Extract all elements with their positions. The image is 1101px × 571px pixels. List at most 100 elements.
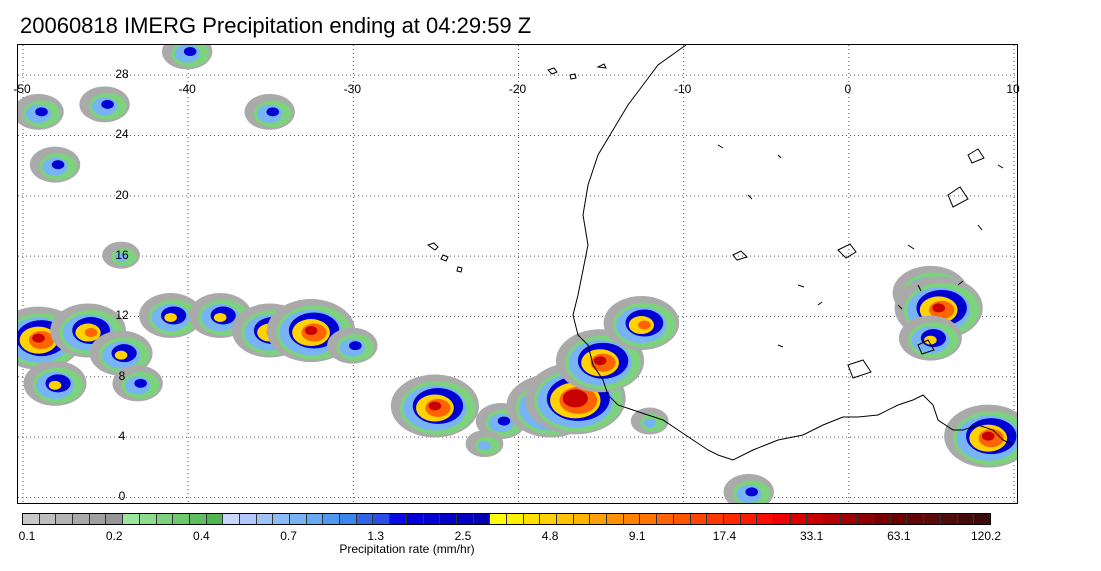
colorbar-swatch: [573, 514, 591, 524]
precip-cell: [603, 296, 680, 351]
colorbar-swatch: [707, 514, 724, 524]
latitude-tick: 28: [115, 67, 129, 82]
lake-outlines: [732, 148, 985, 379]
colorbar-label: 17.4: [712, 529, 737, 543]
colorbar-label: 63.1: [887, 529, 911, 543]
precip-contour: [478, 441, 491, 451]
precip-contour: [114, 350, 128, 360]
precipitation-colorbar: [22, 513, 991, 525]
colorbar-swatch: [740, 514, 758, 524]
colorbar-swatch: [440, 514, 457, 524]
precipitation-layer: [18, 45, 1017, 503]
colorbar-swatch: [356, 514, 374, 524]
colorbar-swatch: [139, 514, 157, 524]
precip-contour: [114, 252, 128, 262]
west-africa-coastline: [572, 45, 1014, 461]
colorbar-swatch: [673, 514, 691, 524]
precip-contour: [572, 395, 585, 405]
precip-contour: [84, 328, 98, 338]
precip-contour: [48, 380, 62, 390]
colorbar-swatch: [306, 514, 324, 524]
latitude-tick: 20: [115, 187, 129, 202]
colorbar-swatch: [757, 514, 774, 524]
colorbar-swatch: [890, 514, 908, 524]
precip-cell: [112, 365, 163, 402]
colorbar-label: 1.3: [367, 529, 385, 543]
longitude-tick: -40: [178, 82, 196, 96]
colorbar-swatch: [89, 514, 107, 524]
colorbar-swatch: [690, 514, 708, 524]
colorbar-swatch: [390, 514, 407, 524]
colorbar-swatch: [974, 514, 990, 524]
colorbar-swatch: [23, 514, 40, 524]
colorbar-label: 0.1: [18, 529, 36, 543]
precip-cell: [29, 146, 81, 183]
colorbar-label: 9.1: [628, 529, 646, 543]
colorbar-swatch: [373, 514, 391, 524]
precip-cell: [475, 403, 527, 440]
colorbar-swatch: [657, 514, 674, 524]
longitude-tick: -50: [13, 82, 31, 96]
precip-contour: [932, 303, 945, 313]
coastline-layer: [426, 45, 1014, 461]
precip-contour: [349, 341, 362, 351]
precip-cell: [161, 45, 213, 70]
precip-contour: [101, 99, 114, 109]
precip-contour: [32, 333, 45, 343]
longitude-tick: -30: [343, 82, 361, 96]
colorbar-swatch: [773, 514, 791, 524]
longitude-tick: 10: [1006, 82, 1020, 96]
colorbar-swatch: [206, 514, 224, 524]
river-network: [717, 144, 1004, 348]
colorbar-swatch: [874, 514, 891, 524]
precip-cell: [244, 93, 295, 130]
cape-verde-islands: [426, 242, 463, 273]
precip-cell: [390, 374, 480, 438]
colorbar-swatch: [857, 514, 875, 524]
precip-contour: [35, 107, 48, 117]
precip-contour: [134, 378, 147, 388]
latitude-tick: 8: [118, 368, 126, 383]
precip-cell: [18, 306, 83, 370]
colorbar-swatch: [840, 514, 858, 524]
precip-contour: [266, 107, 280, 117]
precip-cell: [102, 241, 140, 269]
latitude-tick: 0: [118, 489, 126, 503]
colorbar-swatch: [540, 514, 557, 524]
lat-lon-grid: [18, 45, 1017, 503]
precip-contour: [638, 320, 651, 330]
precip-contour: [593, 356, 607, 366]
precip-cell: [630, 407, 669, 435]
precip-contour: [304, 326, 318, 336]
colorbar-title: Precipitation rate (mm/hr): [339, 542, 475, 556]
colorbar-label: 0.7: [280, 529, 297, 543]
colorbar-swatch: [523, 514, 541, 524]
precip-cell: [89, 330, 153, 376]
colorbar-swatch: [790, 514, 808, 524]
colorbar-swatch: [423, 514, 441, 524]
map-panel: [17, 44, 1018, 504]
precip-contour: [745, 487, 759, 497]
precip-cell: [465, 430, 504, 458]
colorbar-swatch: [173, 514, 190, 524]
latitude-tick: 24: [115, 127, 129, 142]
colorbar-swatch: [907, 514, 925, 524]
colorbar-label: 4.8: [541, 529, 559, 543]
figure-title: 20060818 IMERG Precipitation ending at 0…: [20, 13, 532, 38]
colorbar-swatch: [607, 514, 624, 524]
precip-cell: [79, 86, 130, 123]
colorbar-swatch: [273, 514, 290, 524]
colorbar-swatch: [156, 514, 174, 524]
colorbar-swatch: [39, 514, 57, 524]
precip-contour: [428, 401, 442, 411]
colorbar-label: 0.4: [193, 529, 210, 543]
colorbar-swatch: [340, 514, 357, 524]
colorbar-swatch: [239, 514, 257, 524]
precip-cell: [894, 276, 983, 340]
colorbar-swatch: [256, 514, 274, 524]
colorbar-swatch: [506, 514, 524, 524]
longitude-tick: -10: [673, 82, 692, 96]
colorbar-swatch: [106, 514, 124, 524]
precip-cell: [723, 473, 774, 503]
colorbar-swatch: [824, 514, 841, 524]
